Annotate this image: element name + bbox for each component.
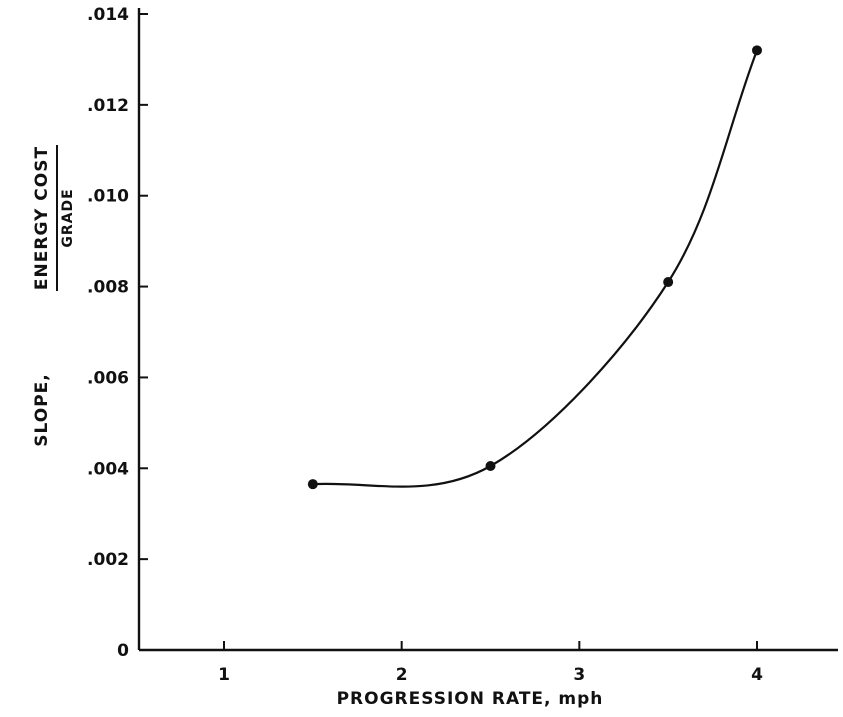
y-tick-label: .014 [87,5,129,25]
x-tick-label: 3 [573,665,585,685]
y-tick-label: 0 [117,641,129,661]
y-axis-title: SLOPE, ENERGY COST GRADE [32,145,76,447]
data-point [485,461,496,472]
data-point [752,45,762,56]
x-tick-label: 2 [396,665,408,685]
y-axis-title-prefix: SLOPE, [32,373,52,446]
data-point [307,479,318,490]
y-tick-label: .006 [87,368,129,388]
y-tick-label: .012 [87,96,129,116]
x-tick-label: 4 [751,665,763,685]
x-axis-title: PROGRESSION RATE, mph [337,689,604,709]
data-point [663,277,674,288]
y-axis-title-numerator: ENERGY COST [32,146,52,290]
x-tick-label: 1 [218,665,230,685]
fitted-curve [312,49,759,488]
y-tick-label: .008 [87,278,129,298]
y-tick-label: .002 [87,550,129,570]
x-axis-ticks: 1 2 3 4 [218,641,763,685]
y-tick-label: .010 [87,187,129,207]
data-points [307,45,762,490]
y-axis-title-denominator: GRADE [60,188,76,247]
y-axis-ticks: 0 .002 .004 .006 .008 .010 .012 .014 [87,5,148,661]
y-tick-label: .004 [87,459,129,479]
